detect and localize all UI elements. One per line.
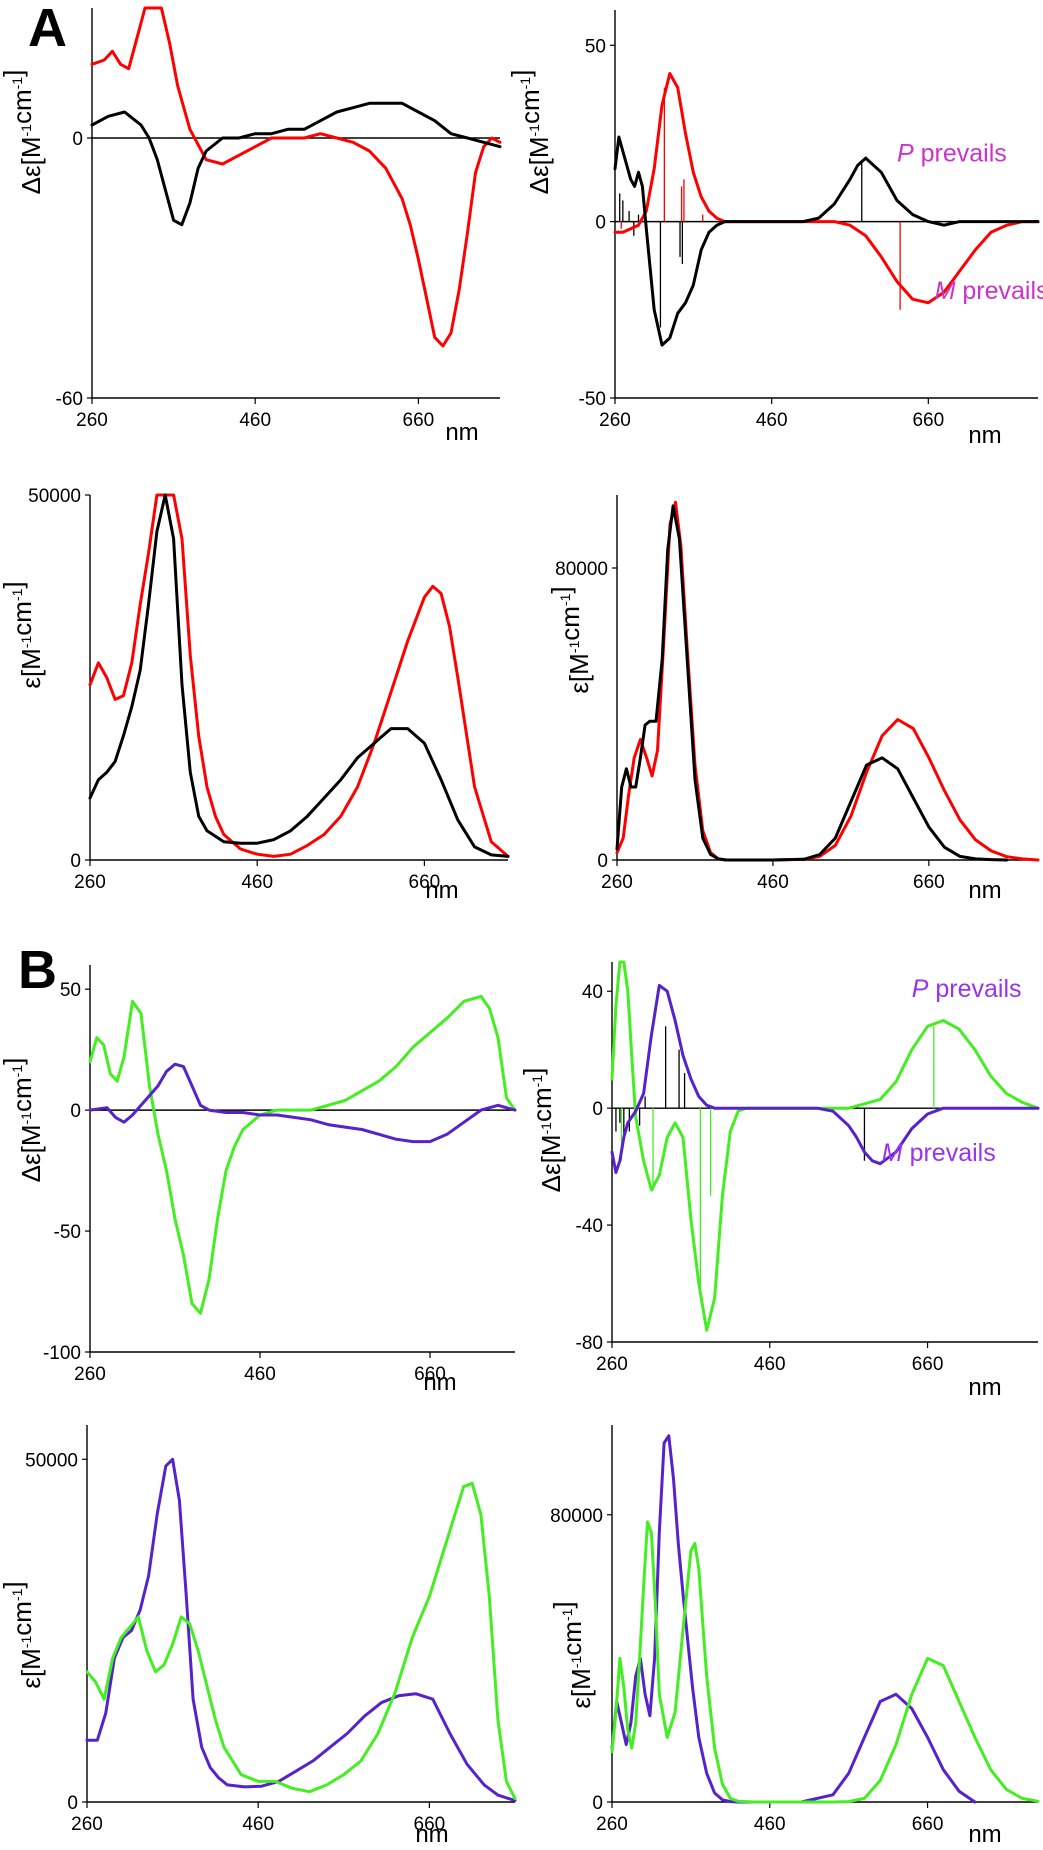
y-tick-label: 50 bbox=[60, 980, 81, 1001]
y-tick-label: -80 bbox=[576, 1333, 603, 1354]
chart-B-exp-abs: 260 460 660 0 50000 nm ε[M-1cm-1] bbox=[0, 1425, 517, 1848]
x-tick-label: 260 bbox=[601, 872, 633, 893]
series-line-black bbox=[615, 504, 1009, 862]
x-tick-label: 260 bbox=[596, 1354, 628, 1375]
x-axis-label: nm bbox=[968, 1821, 1001, 1848]
chart-B-calc-abs: 260 460 660 0 80000 nm ε[M-1cm-1] bbox=[548, 1425, 1040, 1848]
series-line-green bbox=[610, 960, 1040, 1332]
y-tick-label: 0 bbox=[72, 129, 83, 150]
y-axis-label: Δε[M-1cm-1] bbox=[518, 1068, 566, 1193]
x-tick-label: 660 bbox=[912, 1814, 944, 1835]
series-line-red bbox=[613, 72, 1040, 305]
y-tick-label: 0 bbox=[592, 1793, 603, 1814]
series-line-black bbox=[613, 135, 1040, 347]
x-tick-label: 260 bbox=[76, 410, 108, 431]
x-tick-label: 660 bbox=[414, 1814, 446, 1835]
series-line-black bbox=[90, 101, 502, 227]
series-line-red bbox=[88, 493, 510, 858]
y-tick-label: -100 bbox=[43, 1343, 81, 1364]
x-tick-label: 260 bbox=[71, 1814, 103, 1835]
y-axis-label: ε[M-1cm-1] bbox=[0, 1581, 46, 1688]
chart-A-exp-abs: 260 460 660 0 50000 nm ε[M-1cm-1] bbox=[0, 486, 510, 904]
x-tick-label: 460 bbox=[754, 1814, 786, 1835]
chart-A-calc-abs: 260 460 660 0 80000 nm ε[M-1cm-1] bbox=[546, 495, 1040, 904]
annotation-label: P prevails bbox=[897, 140, 1007, 168]
x-tick-label: 260 bbox=[74, 872, 106, 893]
y-tick-label: 0 bbox=[597, 851, 608, 872]
chart-A-exp-cd: 260 460 660 -60 0 nm Δε[M-1cm-1] bbox=[0, 6, 502, 446]
chart-A-calc-cd: 260 460 660 -50 0 50 nm Δε[M-1cm-1] P prevails M … bbox=[506, 10, 1043, 449]
panel-label-b: B bbox=[18, 940, 57, 1000]
x-tick-label: 260 bbox=[596, 1814, 628, 1835]
x-axis-label: nm bbox=[445, 419, 478, 446]
y-tick-label: 0 bbox=[70, 1101, 81, 1122]
y-axis-label: ε[M-1cm-1] bbox=[546, 586, 594, 693]
chart-B-exp-cd: 260 460 660 -100 -50 0 50 nm Δε[M-1cm-1] bbox=[0, 965, 517, 1396]
x-tick-label: 660 bbox=[912, 410, 944, 431]
annotation-label: P prevails bbox=[912, 975, 1022, 1003]
y-tick-label: 0 bbox=[595, 213, 606, 234]
x-tick-label: 460 bbox=[239, 410, 271, 431]
y-tick-label: 0 bbox=[70, 851, 81, 872]
x-axis-label: nm bbox=[423, 1369, 456, 1396]
x-axis-label: nm bbox=[425, 877, 458, 904]
x-tick-label: 460 bbox=[756, 410, 788, 431]
panel-label-a: A bbox=[28, 0, 67, 58]
series-line-blue bbox=[610, 1434, 977, 1804]
series-line-red bbox=[90, 6, 502, 348]
x-tick-label: 660 bbox=[403, 410, 435, 431]
y-tick-label: 80000 bbox=[555, 559, 608, 580]
y-tick-label: 80000 bbox=[550, 1506, 603, 1527]
y-axis-label: ε[M-1cm-1] bbox=[0, 581, 46, 688]
y-axis-label: Δε[M-1cm-1] bbox=[0, 70, 46, 195]
x-tick-label: 460 bbox=[757, 872, 789, 893]
y-axis-label: Δε[M-1cm-1] bbox=[506, 70, 554, 195]
y-axis-label: ε[M-1cm-1] bbox=[548, 1601, 596, 1708]
series-line-blue bbox=[610, 983, 1040, 1174]
x-tick-label: 460 bbox=[244, 1364, 276, 1385]
y-tick-label: 40 bbox=[582, 982, 603, 1003]
y-tick-label: 0 bbox=[592, 1099, 603, 1120]
x-tick-label: 660 bbox=[912, 1354, 944, 1375]
x-tick-label: 460 bbox=[241, 872, 273, 893]
charts-root: 260 460 660 -60 0 nm Δε[M-1cm-1] 260 460 660 -50 0 5… bbox=[0, 6, 1043, 1848]
chart-B-calc-cd: 260 460 660 -80 -40 0 40 nm Δε[M-1cm-1] P prevail… bbox=[518, 960, 1040, 1401]
y-tick-label: 50 bbox=[585, 36, 606, 57]
x-tick-label: 460 bbox=[754, 1354, 786, 1375]
series-line-black bbox=[88, 493, 510, 858]
x-axis-label: nm bbox=[968, 877, 1001, 904]
x-axis-label: nm bbox=[415, 1821, 448, 1848]
y-tick-label: 0 bbox=[67, 1793, 78, 1814]
annotation-label: M prevails bbox=[935, 277, 1043, 305]
x-tick-label: 460 bbox=[242, 1814, 274, 1835]
y-tick-label: -50 bbox=[54, 1222, 81, 1243]
series-line-blue bbox=[85, 1457, 517, 1803]
y-tick-label: -40 bbox=[576, 1216, 603, 1237]
x-tick-label: 660 bbox=[414, 1364, 446, 1385]
x-tick-label: 660 bbox=[913, 872, 945, 893]
x-axis-label: nm bbox=[968, 422, 1001, 449]
x-tick-label: 660 bbox=[409, 872, 441, 893]
x-tick-label: 260 bbox=[74, 1364, 106, 1385]
series-line-green bbox=[88, 994, 517, 1315]
x-tick-label: 260 bbox=[599, 410, 631, 431]
y-tick-label: -60 bbox=[56, 389, 83, 410]
y-axis-label: Δε[M-1cm-1] bbox=[0, 1058, 46, 1183]
series-line-blue bbox=[88, 1062, 517, 1144]
series-line-green bbox=[610, 1520, 1040, 1804]
series-line-green bbox=[85, 1481, 517, 1801]
y-tick-label: 50000 bbox=[28, 486, 81, 507]
x-axis-label: nm bbox=[968, 1374, 1001, 1401]
annotation-label: M prevails bbox=[882, 1139, 996, 1167]
y-tick-label: 50000 bbox=[25, 1450, 78, 1471]
y-tick-label: -50 bbox=[579, 389, 606, 410]
